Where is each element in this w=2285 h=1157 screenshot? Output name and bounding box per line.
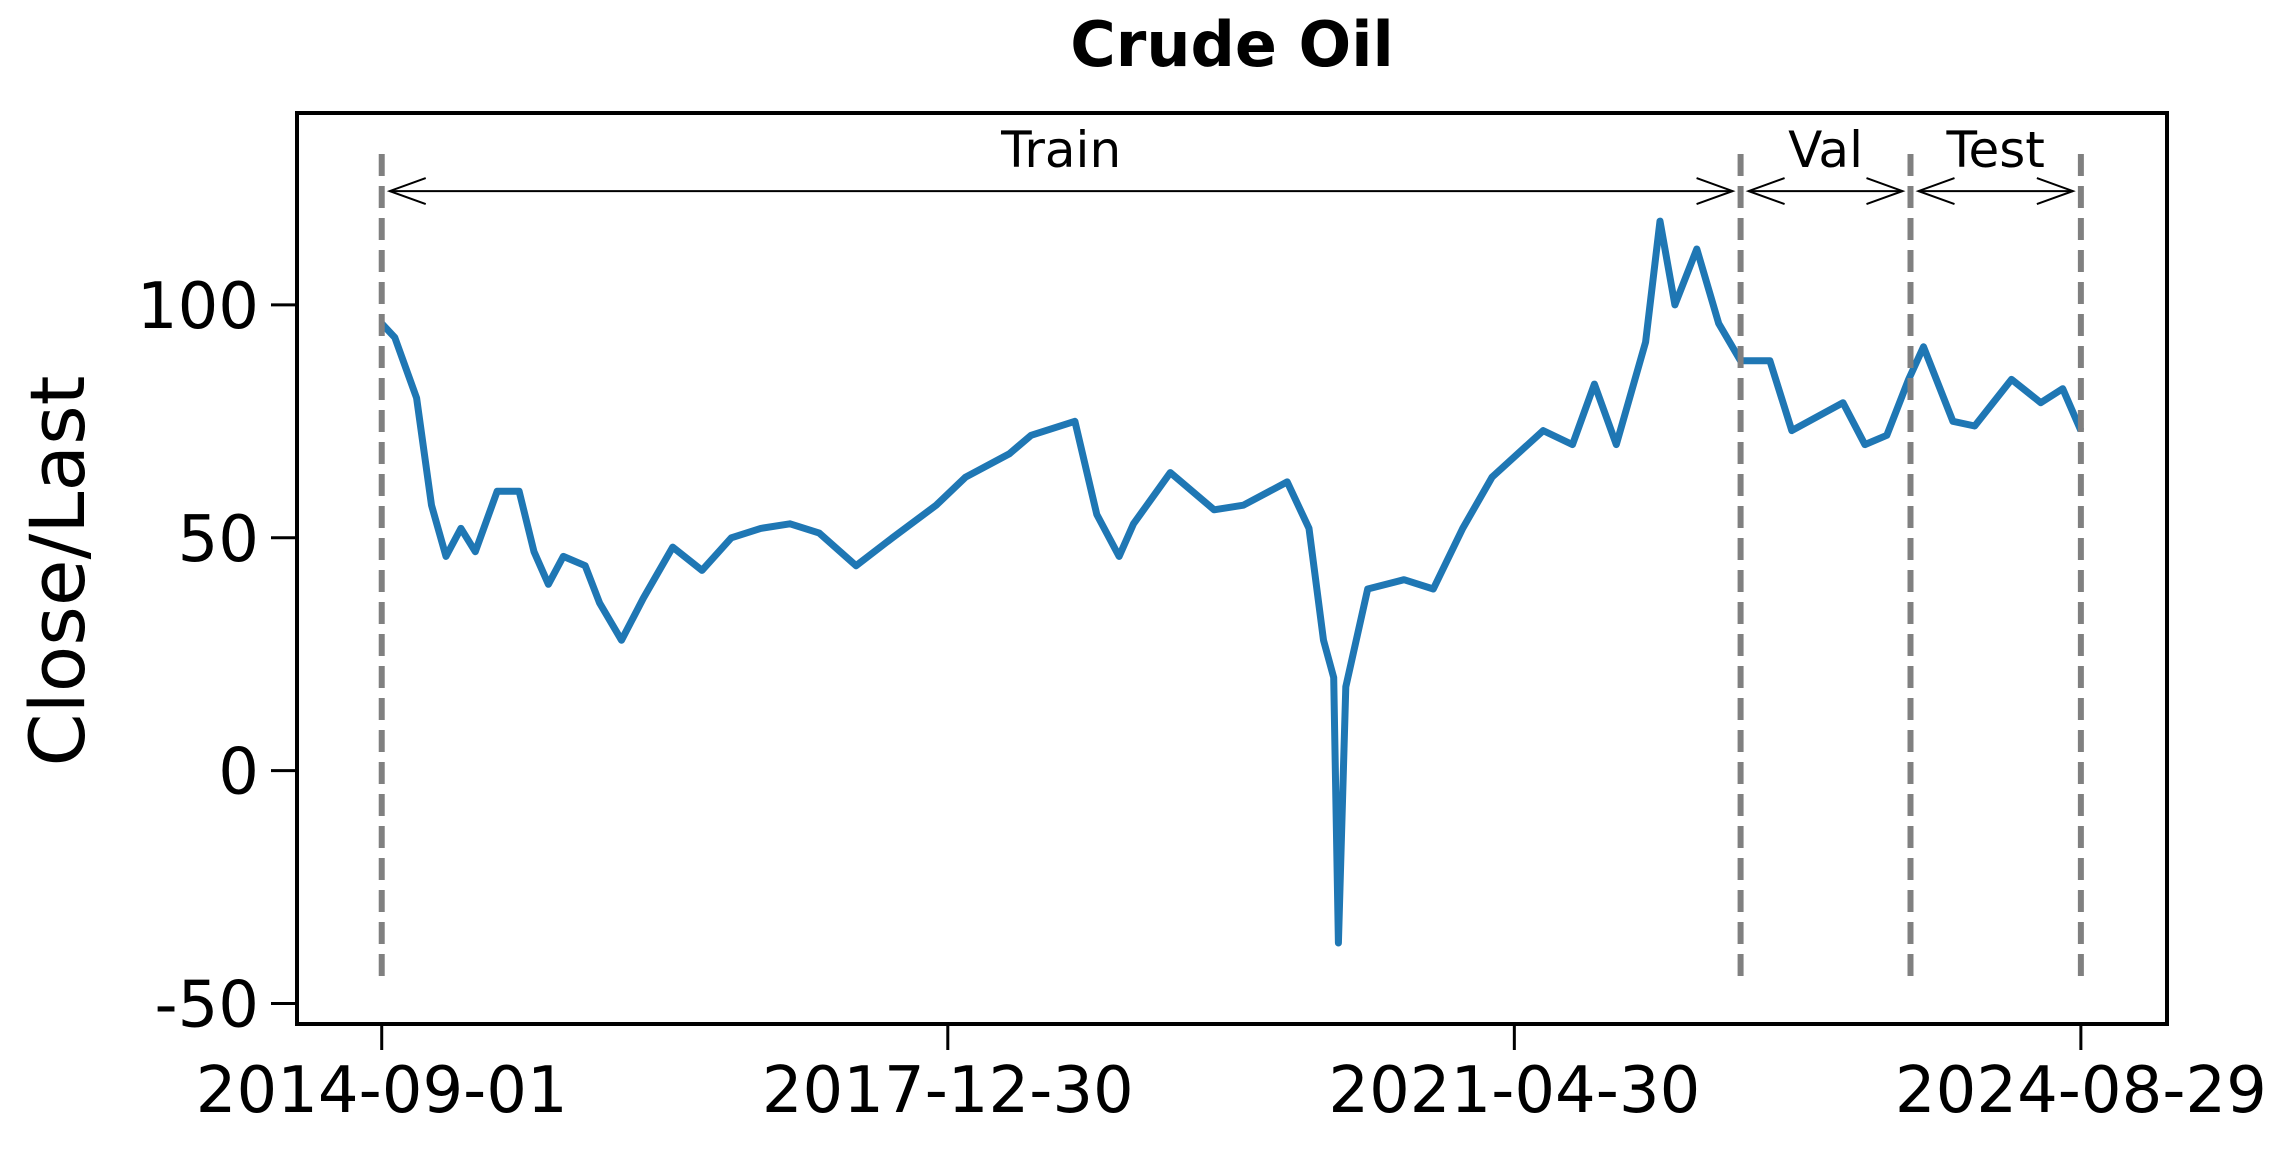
- chart-title: Crude Oil: [1070, 8, 1393, 81]
- x-tick-label: 2021-04-30: [1328, 1054, 1700, 1128]
- arrow-head: [1745, 177, 1785, 206]
- arrow-head: [1696, 177, 1736, 206]
- x-tick-label: 2017-12-30: [762, 1054, 1134, 1128]
- split-label: Val: [1788, 121, 1863, 179]
- x-tick-label: 2014-09-01: [196, 1054, 568, 1128]
- y-tick-label: 100: [137, 270, 259, 344]
- arrow-head: [1915, 177, 1955, 206]
- y-tick-label: 0: [218, 736, 259, 810]
- data-line: [379, 217, 2085, 947]
- y-tick-label: -50: [154, 969, 259, 1043]
- arrow-head: [1866, 177, 1906, 206]
- plot-frame: [295, 111, 2169, 1026]
- split-label: Test: [1945, 121, 2044, 179]
- y-axis-label: Close/Last: [13, 376, 102, 767]
- y-tick-label: 50: [178, 503, 259, 577]
- x-tick-label: 2024-08-29: [1895, 1054, 2267, 1128]
- arrow-head: [2036, 177, 2076, 206]
- arrow-head: [386, 177, 427, 206]
- split-label: Train: [1000, 121, 1121, 179]
